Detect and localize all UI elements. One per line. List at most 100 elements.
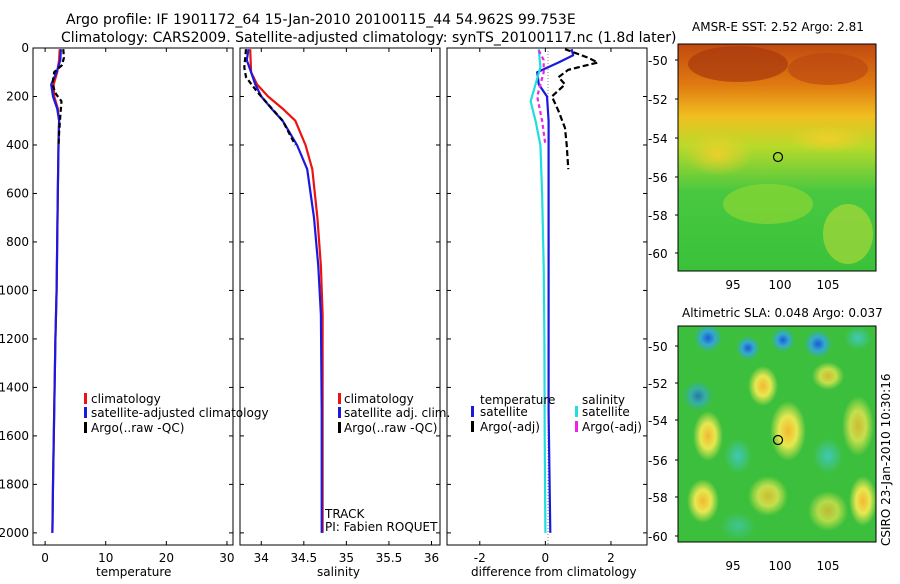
difference-axes	[446, 47, 648, 546]
series-line-argo-raw-qc-	[243, 49, 297, 146]
difference-plot-area: -2 0 2	[447, 47, 647, 565]
sst-map-frame	[677, 43, 877, 272]
legend-swatch-argo	[84, 422, 87, 433]
sst-argo-marker	[772, 151, 784, 163]
series-line-climatology	[249, 49, 324, 533]
sst-lat-tick: -56	[648, 171, 668, 185]
legend-label-sal-satellite: satellite	[582, 405, 630, 419]
sla-lat-tick: -60	[648, 530, 668, 544]
x-tick-label: 0	[41, 551, 49, 565]
salinity-panel: 34 34.5 35 35.5 36 salinity climatology sate…	[239, 47, 450, 579]
sst-lon-tick: 105	[817, 278, 840, 292]
legend-label-climatology: climatology	[91, 392, 161, 406]
sst-map-title: AMSR-E SST: 2.52 Argo: 2.81	[692, 20, 864, 34]
y-tick-label: 0	[21, 41, 29, 55]
temperature-panel: 0 200 400 600 800 1000 1200 1400 1600 1800 2000 0 10…	[0, 41, 269, 579]
pi-annotation: PI: Fabien ROQUET	[325, 520, 438, 534]
sst-lat-tick: -60	[648, 247, 668, 261]
series-line-temperature-satellite	[536, 48, 575, 533]
temperature-axes	[32, 47, 234, 546]
y-tick-label: 1600	[0, 429, 29, 443]
salinity-legend: climatology satellite adj. clim. Argo(..…	[338, 392, 450, 435]
salinity-plot-area: 34 34.5 35 35.5 36	[240, 47, 440, 565]
legend-swatch-climatology	[338, 393, 341, 404]
legend-label-satellite-adj: satellite adj. clim.	[344, 406, 450, 420]
legend-swatch-sal-satellite	[575, 406, 578, 417]
difference-xlabel: difference from climatology	[471, 565, 637, 579]
sla-map-frame	[677, 325, 877, 543]
x-tick-label: -2	[474, 551, 486, 565]
legend-label-argo: Argo(..raw -QC)	[344, 421, 437, 435]
y-tick-label: 1000	[0, 283, 29, 297]
x-tick-label: 2	[607, 551, 615, 565]
sla-map-title: Altimetric SLA: 0.048 Argo: 0.037	[682, 306, 883, 320]
sla-lat-tick: -54	[648, 414, 668, 428]
sst-lon-tick: 95	[725, 278, 740, 292]
sla-lat-tick: -50	[648, 340, 668, 354]
sla-map-image	[678, 326, 876, 542]
y-tick-label: 1200	[0, 332, 29, 346]
temperature-legend: climatology satellite-adjusted climatolo…	[84, 392, 269, 435]
sst-lat-tick: -52	[648, 93, 668, 107]
figure-title-line-2: Climatology: CARS2009. Satellite-adjuste…	[61, 30, 676, 46]
credit-stamp: CSIRO 23-Jan-2010 10:30:16	[879, 374, 893, 546]
temperature-xlabel: temperature	[96, 565, 171, 579]
y-tick-label: 400	[6, 138, 29, 152]
x-tick-label: 35	[339, 551, 354, 565]
sla-lat-tick: -56	[648, 454, 668, 468]
figure-title-line-1: Argo profile: IF 1901172_64 15-Jan-2010 …	[66, 12, 576, 28]
x-tick-label: 34.5	[290, 551, 317, 565]
y-tick-label: 2000	[0, 526, 29, 540]
sst-lat-tick: -54	[648, 132, 668, 146]
x-tick-label: 34	[254, 551, 269, 565]
y-tick-label: 600	[6, 186, 29, 200]
salinity-xlabel: salinity	[317, 565, 360, 579]
difference-panel: -2 0 2 difference from climatology tempera…	[446, 47, 648, 579]
legend-heading-salinity: salinity	[582, 393, 625, 407]
legend-swatch-temp-argo	[471, 421, 474, 432]
legend-label-climatology: climatology	[344, 392, 414, 406]
sla-argo-marker	[772, 434, 784, 446]
legend-heading-temperature: temperature	[480, 393, 555, 407]
series-line-temperature-argo-adj-	[550, 48, 599, 170]
legend-swatch-satellite-adj	[338, 407, 341, 418]
sla-lon-tick: 100	[769, 559, 792, 573]
sst-map-image	[678, 44, 876, 271]
legend-label-temp-argo: Argo(-adj)	[480, 420, 540, 434]
y-tick-label: 1800	[0, 477, 29, 491]
sst-map-axes: -50 -52 -54 -56 -58 -60 95 100 105	[648, 54, 839, 292]
x-tick-label: 35.5	[376, 551, 403, 565]
series-line-argo-raw-qc-	[51, 49, 66, 146]
x-tick-label: 36	[424, 551, 439, 565]
legend-swatch-climatology	[84, 393, 87, 404]
sst-lat-tick: -50	[648, 54, 668, 68]
legend-swatch-sal-argo	[575, 421, 578, 432]
y-tick-label: 1400	[0, 380, 29, 394]
sla-lon-tick: 95	[725, 559, 740, 573]
legend-swatch-argo	[338, 422, 341, 433]
series-line-salinity-argo-adj-	[536, 49, 547, 146]
legend-label-satellite-adjusted: satellite-adjusted climatology	[91, 406, 269, 420]
salinity-axes	[239, 47, 441, 546]
legend-label-temp-satellite: satellite	[480, 405, 528, 419]
sla-lat-tick: -52	[648, 377, 668, 391]
legend-label-argo: Argo(..raw -QC)	[91, 421, 184, 435]
y-tick-label: 800	[6, 235, 29, 249]
track-annotation: TRACK	[324, 507, 366, 521]
temperature-plot-area: 0 200 400 600 800 1000 1200 1400 1600 1800 2000 0 10…	[0, 41, 235, 565]
sla-lon-tick: 105	[817, 559, 840, 573]
difference-legend: temperature salinity satellite Argo(-adj…	[471, 393, 642, 434]
sla-lat-tick: -58	[648, 491, 668, 505]
series-line-satellite-adj-clim-	[245, 49, 323, 533]
x-tick-label: 0	[542, 551, 550, 565]
sst-map-panel: AMSR-E SST: 2.52 Argo: 2.81 -50 -52 -54	[648, 20, 877, 292]
legend-label-sal-argo: Argo(-adj)	[582, 420, 642, 434]
legend-swatch-temp-satellite	[471, 406, 474, 417]
x-tick-label: 30	[219, 551, 234, 565]
sla-map-panel: Altimetric SLA: 0.048 Argo: 0.037	[648, 306, 883, 573]
series-line-satellite-adjusted-climatology	[50, 49, 62, 533]
series-line-salinity-satellite	[529, 49, 547, 533]
sst-lon-tick: 100	[769, 278, 792, 292]
